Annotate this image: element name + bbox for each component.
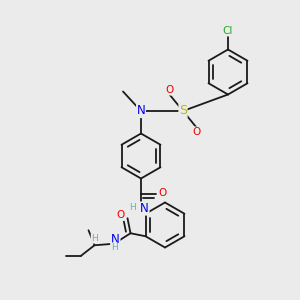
Text: H: H <box>111 243 117 252</box>
Text: O: O <box>117 210 125 220</box>
Text: O: O <box>158 188 167 199</box>
Text: H: H <box>91 234 98 243</box>
Text: Cl: Cl <box>223 26 233 36</box>
Text: S: S <box>179 104 187 118</box>
Text: N: N <box>140 202 149 215</box>
Text: N: N <box>136 104 146 118</box>
Text: O: O <box>165 85 174 95</box>
Text: N: N <box>111 233 120 246</box>
Text: H: H <box>129 202 136 211</box>
Text: O: O <box>192 127 201 137</box>
